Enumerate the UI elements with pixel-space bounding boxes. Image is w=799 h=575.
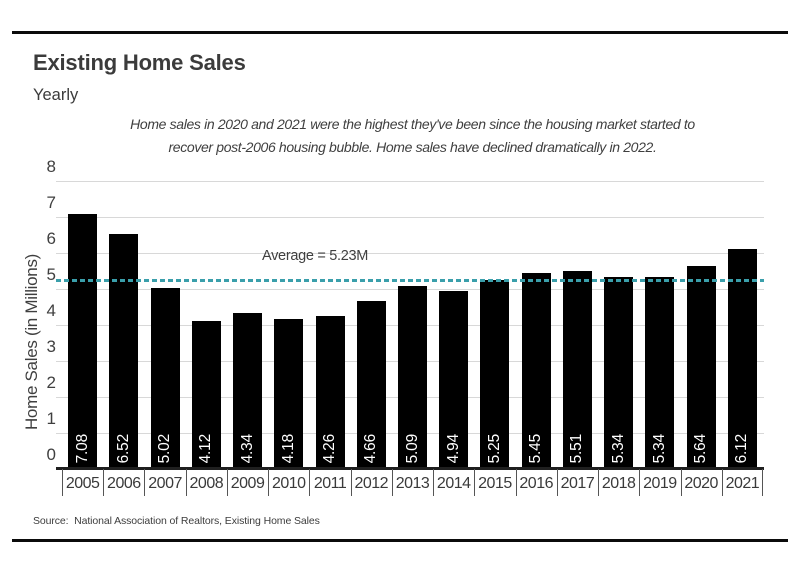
top-divider xyxy=(12,31,788,34)
x-tick-label-2017: 2017 xyxy=(560,475,595,492)
x-tick-label-2011: 2011 xyxy=(313,475,347,492)
annotation-line-1: Home sales in 2020 and 2021 were the hig… xyxy=(130,116,695,132)
average-line-label: Average = 5.23M xyxy=(262,247,369,264)
x-tick-mark xyxy=(103,469,105,496)
x-tick-mark xyxy=(762,469,763,496)
x-tick-label-2012: 2012 xyxy=(354,475,389,492)
gridline-6 xyxy=(56,252,764,254)
x-tick-label-2021: 2021 xyxy=(725,475,760,492)
bar-2016: 5.45 xyxy=(521,272,551,469)
gridline-8 xyxy=(56,180,764,182)
plot-area: 7.08 6.52 5.02 4.12 4.34 4.18 4.26 4.66 5.09 4.94… xyxy=(56,180,764,469)
bottom-divider xyxy=(12,539,788,542)
x-tick-mark xyxy=(515,469,517,496)
bar-2006: 6.52 xyxy=(109,234,139,469)
bar-2017: 5.51 xyxy=(562,270,592,469)
x-tick-mark xyxy=(62,469,63,496)
x-tick-mark xyxy=(391,469,393,496)
x-tick-label-2018: 2018 xyxy=(601,475,636,492)
annotation-line-2: recover post-2006 housing bubble. Home s… xyxy=(168,139,657,155)
bar-value-label-2021: 6.12 xyxy=(733,433,751,463)
y-tick-label-7: 7 xyxy=(46,193,56,212)
bar-value-label-2016: 5.45 xyxy=(527,433,545,463)
x-tick-label-2013: 2013 xyxy=(395,475,430,492)
x-axis-line xyxy=(56,467,764,470)
bar-2021: 6.12 xyxy=(727,248,757,469)
y-tick-label-1: 1 xyxy=(46,409,56,428)
y-tick-label-3: 3 xyxy=(46,337,56,356)
x-tick-mark xyxy=(350,469,352,496)
x-tick-mark xyxy=(556,469,558,496)
bar-value-label-2011: 4.26 xyxy=(321,433,339,463)
x-tick-label-2009: 2009 xyxy=(230,475,265,492)
x-tick-label-2007: 2007 xyxy=(148,475,182,492)
bar-value-label-2014: 4.94 xyxy=(444,433,462,463)
bar-value-label-2008: 4.12 xyxy=(197,433,215,463)
bar-2015: 5.25 xyxy=(480,280,510,469)
bar-value-label-2015: 5.25 xyxy=(485,433,503,463)
x-tick-label-2016: 2016 xyxy=(519,475,553,492)
page-title: Existing Home Sales xyxy=(33,50,246,75)
x-tick-mark xyxy=(598,469,600,496)
bar-2011: 4.26 xyxy=(315,315,345,469)
bar-value-label-2017: 5.51 xyxy=(568,433,586,463)
x-tick-label-2014: 2014 xyxy=(436,475,471,492)
bar-value-label-2009: 4.34 xyxy=(238,433,256,463)
bar-2010: 4.18 xyxy=(274,318,304,469)
x-tick-mark xyxy=(185,469,187,496)
y-tick-label-5: 5 xyxy=(46,265,56,284)
bar-2005: 7.08 xyxy=(68,214,98,469)
x-tick-mark xyxy=(433,469,435,496)
x-tick-label-2020: 2020 xyxy=(684,475,718,492)
bar-value-label-2005: 7.08 xyxy=(73,433,91,463)
y-tick-label-0: 0 xyxy=(46,445,56,464)
y-tick-label-8: 8 xyxy=(46,157,56,176)
bar-2007: 5.02 xyxy=(150,288,180,469)
source-note: Source: National Association of Realtors… xyxy=(33,515,320,527)
x-tick-label-2006: 2006 xyxy=(107,475,141,492)
page-subtitle: Yearly xyxy=(33,86,79,104)
bar-value-label-2020: 5.64 xyxy=(692,433,710,463)
bar-2018: 5.34 xyxy=(604,276,634,469)
x-tick-mark xyxy=(680,469,682,496)
x-tick-label-2010: 2010 xyxy=(271,475,306,492)
y-tick-label-6: 6 xyxy=(46,229,56,248)
average-line xyxy=(56,279,764,283)
x-tick-label-2005: 2005 xyxy=(65,475,100,492)
bar-2009: 4.34 xyxy=(233,312,263,469)
bar-value-label-2006: 6.52 xyxy=(114,433,132,463)
x-tick-mark xyxy=(639,469,641,496)
bar-value-label-2013: 5.09 xyxy=(403,433,421,463)
bar-2020: 5.64 xyxy=(686,265,716,469)
x-tick-mark xyxy=(309,469,311,496)
bar-value-label-2012: 4.66 xyxy=(362,433,380,463)
x-tick-mark xyxy=(144,469,146,496)
bar-2019: 5.34 xyxy=(645,276,675,469)
gridline-7 xyxy=(56,216,764,218)
chart-annotation: Home sales in 2020 and 2021 were the hig… xyxy=(62,113,763,159)
x-tick-label-2019: 2019 xyxy=(643,475,677,492)
x-tick-mark xyxy=(226,469,228,496)
bar-value-label-2019: 5.34 xyxy=(650,433,668,463)
x-tick-label-2008: 2008 xyxy=(189,475,224,492)
y-tick-label-4: 4 xyxy=(46,301,56,320)
x-tick-mark xyxy=(268,469,270,496)
x-tick-mark xyxy=(474,469,476,496)
bar-value-label-2007: 5.02 xyxy=(156,433,174,463)
bar-value-label-2010: 4.18 xyxy=(279,433,297,463)
bar-2012: 4.66 xyxy=(356,301,386,469)
bar-2008: 4.12 xyxy=(191,320,221,469)
x-tick-label-2015: 2015 xyxy=(478,475,512,492)
y-tick-label-2: 2 xyxy=(46,373,56,392)
x-tick-mark xyxy=(721,469,723,496)
bar-2014: 4.94 xyxy=(439,291,469,469)
bar-2013: 5.09 xyxy=(398,285,427,469)
bar-value-label-2018: 5.34 xyxy=(609,433,627,463)
